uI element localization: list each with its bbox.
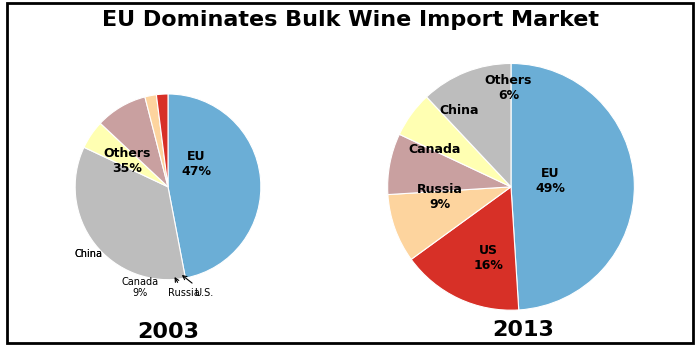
Wedge shape <box>75 147 186 280</box>
Text: 2003: 2003 <box>137 322 199 342</box>
Wedge shape <box>388 187 511 260</box>
Text: Others
35%: Others 35% <box>103 147 150 175</box>
Text: China: China <box>74 249 102 259</box>
Wedge shape <box>156 94 168 187</box>
Text: US
16%: US 16% <box>474 244 504 272</box>
Wedge shape <box>411 187 519 310</box>
Text: EU
47%: EU 47% <box>181 149 211 177</box>
Wedge shape <box>426 63 511 187</box>
Wedge shape <box>145 95 168 187</box>
Wedge shape <box>168 94 261 278</box>
Text: EU Dominates Bulk Wine Import Market: EU Dominates Bulk Wine Import Market <box>102 10 598 30</box>
Text: Others
6%: Others 6% <box>485 74 532 102</box>
Wedge shape <box>388 134 511 194</box>
Text: U.S.: U.S. <box>183 276 214 298</box>
Text: Russia
9%: Russia 9% <box>416 183 463 211</box>
Wedge shape <box>400 97 511 187</box>
Text: Canada: Canada <box>408 143 461 156</box>
Text: China: China <box>440 104 479 117</box>
Text: Russia: Russia <box>167 278 199 298</box>
Text: 2013: 2013 <box>492 320 554 340</box>
Wedge shape <box>511 63 634 310</box>
Text: EU
49%: EU 49% <box>536 167 566 195</box>
Text: China: China <box>74 249 102 259</box>
Text: Canada
9%: Canada 9% <box>121 277 158 298</box>
Wedge shape <box>100 97 168 187</box>
Wedge shape <box>84 123 168 187</box>
